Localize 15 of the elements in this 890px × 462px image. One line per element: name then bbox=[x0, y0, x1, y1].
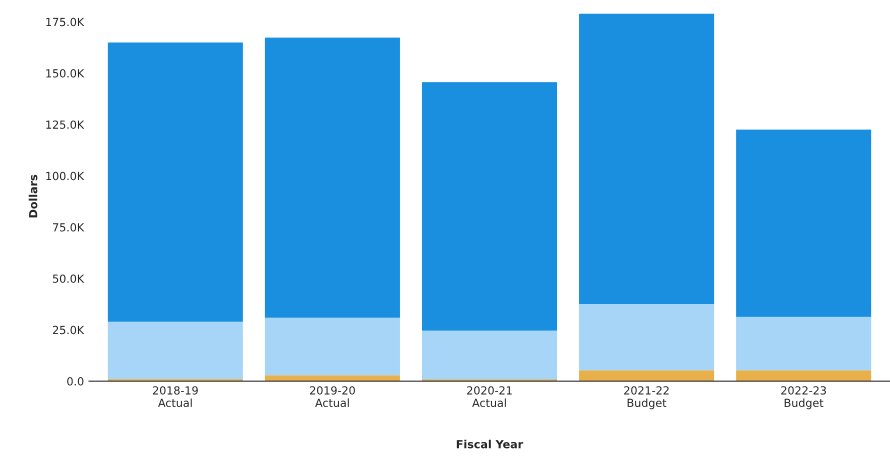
y-tick-label: 150.0K bbox=[46, 69, 84, 78]
x-tick-label: 2022-23 Budget bbox=[781, 386, 826, 410]
x-tick-label: 2020-21 Actual bbox=[467, 386, 512, 408]
y-tick-label: 0.0 bbox=[67, 377, 84, 386]
y-tick-label: 75.0K bbox=[53, 223, 84, 232]
x-axis-title: Fiscal Year bbox=[456, 440, 524, 448]
y-tick-label: 50.0K bbox=[52, 274, 84, 283]
x-tick-label: 2018-19 Actual bbox=[152, 386, 198, 408]
y-tick-label: 25.0K bbox=[52, 326, 84, 334]
x-tick-label: 2019-20 Actual bbox=[310, 386, 355, 408]
y-tick-label: 125.0K bbox=[46, 120, 84, 129]
y-tick-label: 175.0K bbox=[46, 18, 84, 26]
y-tick-label: 100.0K bbox=[46, 172, 84, 180]
y-axis-title: Dollars bbox=[28, 174, 38, 218]
x-tick-label: 2021-22 Budget bbox=[624, 386, 669, 410]
